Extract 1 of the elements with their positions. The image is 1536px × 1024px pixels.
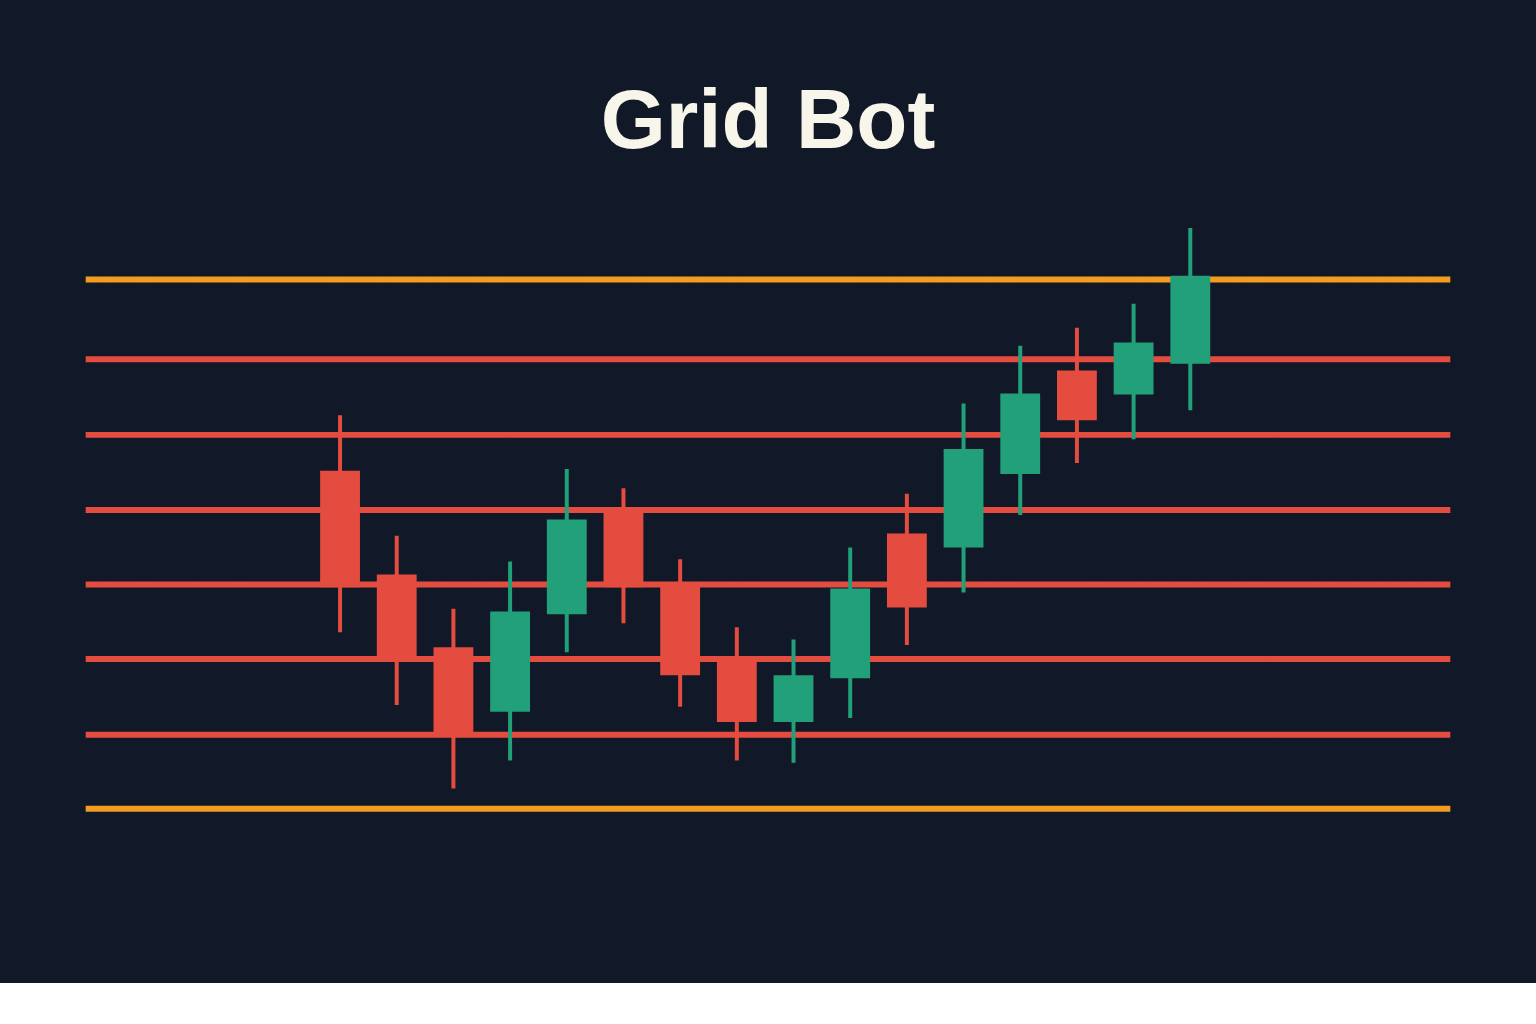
chart-title: Grid Bot <box>600 72 936 167</box>
